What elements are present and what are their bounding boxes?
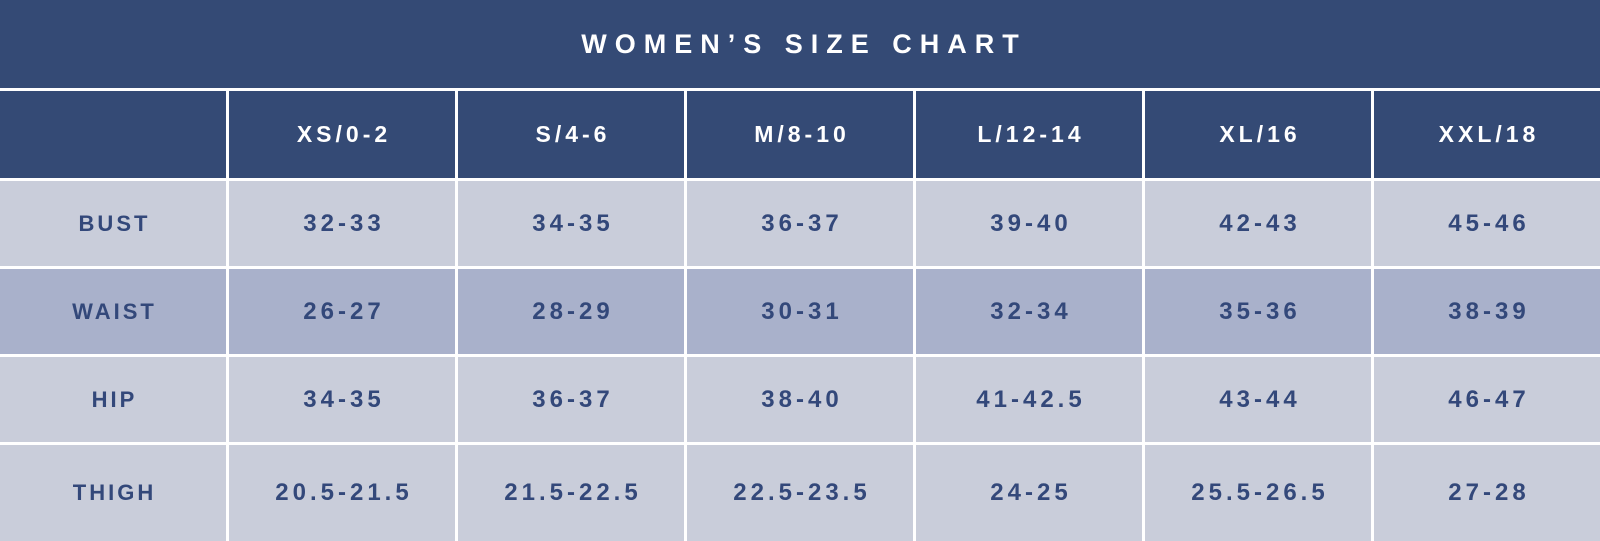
- column-header-l: L/12-14: [916, 91, 1142, 178]
- bust-m-value: 36-37: [687, 181, 913, 266]
- column-header-xl: XL/16: [1145, 91, 1371, 178]
- waist-m-value: 30-31: [687, 269, 913, 354]
- size-column-header-row: XS/0-2 S/4-6 M/8-10 L/12-14 XL/16 XXL/18: [0, 91, 1600, 178]
- hip-xxl-value: 46-47: [1374, 357, 1600, 442]
- bust-s-value: 34-35: [458, 181, 684, 266]
- bust-xs-value: 32-33: [229, 181, 455, 266]
- thigh-l-value: 24-25: [916, 445, 1142, 541]
- row-label-thigh: THIGH: [0, 445, 226, 541]
- table-row-bust: BUST 32-33 34-35 36-37 39-40 42-43 45-46: [0, 181, 1600, 266]
- hip-xl-value: 43-44: [1145, 357, 1371, 442]
- row-label-waist: WAIST: [0, 269, 226, 354]
- hip-m-value: 38-40: [687, 357, 913, 442]
- row-label-bust: BUST: [0, 181, 226, 266]
- column-header-m: M/8-10: [687, 91, 913, 178]
- thigh-xl-value: 25.5-26.5: [1145, 445, 1371, 541]
- hip-xs-value: 34-35: [229, 357, 455, 442]
- table-row-waist: WAIST 26-27 28-29 30-31 32-34 35-36 38-3…: [0, 269, 1600, 354]
- row-label-column-header: [0, 91, 226, 178]
- bust-xl-value: 42-43: [1145, 181, 1371, 266]
- waist-xs-value: 26-27: [229, 269, 455, 354]
- table-row-thigh: THIGH 20.5-21.5 21.5-22.5 22.5-23.5 24-2…: [0, 445, 1600, 541]
- hip-l-value: 41-42.5: [916, 357, 1142, 442]
- thigh-m-value: 22.5-23.5: [687, 445, 913, 541]
- hip-s-value: 36-37: [458, 357, 684, 442]
- size-chart-title: WOMEN’S SIZE CHART: [581, 28, 1027, 59]
- column-header-xxl: XXL/18: [1374, 91, 1600, 178]
- thigh-xs-value: 20.5-21.5: [229, 445, 455, 541]
- waist-s-value: 28-29: [458, 269, 684, 354]
- bust-l-value: 39-40: [916, 181, 1142, 266]
- size-chart-title-bar: WOMEN’S SIZE CHART: [0, 0, 1600, 88]
- column-header-xs: XS/0-2: [229, 91, 455, 178]
- bust-xxl-value: 45-46: [1374, 181, 1600, 266]
- table-row-hip: HIP 34-35 36-37 38-40 41-42.5 43-44 46-4…: [0, 357, 1600, 442]
- waist-xl-value: 35-36: [1145, 269, 1371, 354]
- thigh-xxl-value: 27-28: [1374, 445, 1600, 541]
- row-label-hip: HIP: [0, 357, 226, 442]
- thigh-s-value: 21.5-22.5: [458, 445, 684, 541]
- waist-l-value: 32-34: [916, 269, 1142, 354]
- waist-xxl-value: 38-39: [1374, 269, 1600, 354]
- column-header-s: S/4-6: [458, 91, 684, 178]
